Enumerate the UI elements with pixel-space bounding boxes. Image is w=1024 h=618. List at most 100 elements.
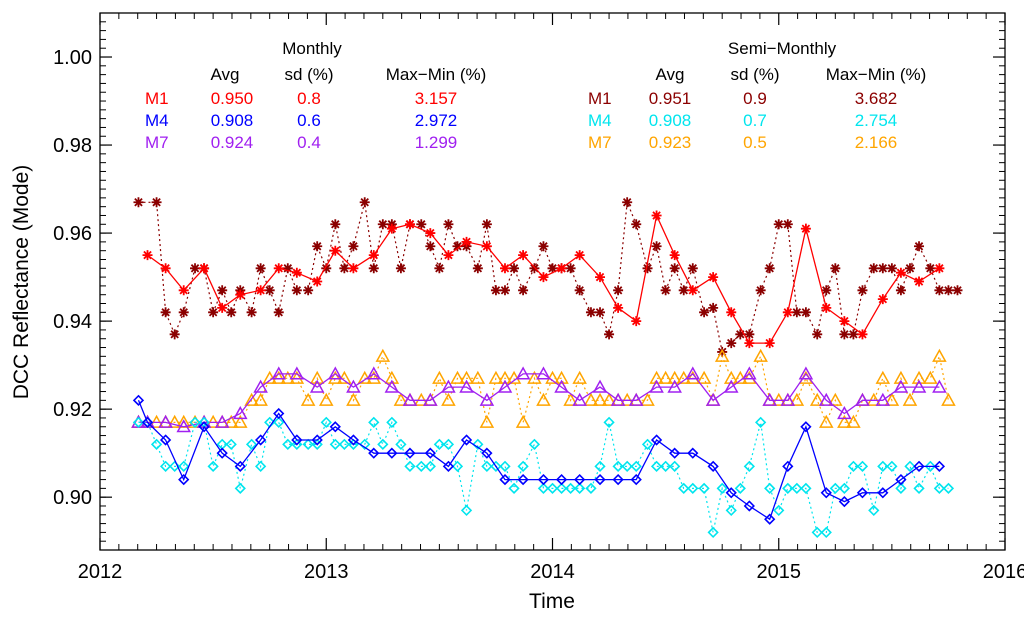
data-point xyxy=(366,366,382,380)
data-point xyxy=(546,482,559,495)
data-point xyxy=(856,487,869,499)
data-point xyxy=(800,421,812,433)
data-point xyxy=(169,329,180,340)
data-point xyxy=(904,263,915,274)
data-point xyxy=(133,197,144,208)
data-point xyxy=(368,263,379,274)
data-point xyxy=(812,329,823,340)
data-point xyxy=(347,438,360,450)
data-point xyxy=(838,495,850,508)
data-point xyxy=(404,460,416,473)
data-point xyxy=(481,460,493,473)
data-point xyxy=(574,285,585,296)
data-point xyxy=(312,241,323,252)
data-point xyxy=(572,370,587,384)
data-point xyxy=(753,348,768,362)
data-point xyxy=(499,285,510,296)
data-point xyxy=(366,370,382,384)
legend-monthly-m1-maxmin: 3.157 xyxy=(415,89,458,108)
data-point xyxy=(472,263,483,274)
data-point xyxy=(518,285,529,296)
y-tick-label: 0.94 xyxy=(53,311,92,333)
data-point xyxy=(190,263,201,274)
data-point xyxy=(782,482,794,495)
y-tick-label: 0.90 xyxy=(53,487,92,509)
data-point xyxy=(198,421,210,433)
data-point xyxy=(160,263,171,274)
data-point xyxy=(707,526,719,539)
data-point xyxy=(685,366,701,380)
data-point xyxy=(499,460,511,473)
data-point xyxy=(443,250,454,261)
data-point xyxy=(764,513,776,525)
data-point xyxy=(481,447,493,459)
data-point xyxy=(207,460,219,473)
data-point xyxy=(497,370,513,384)
data-point xyxy=(386,447,398,459)
data-point xyxy=(424,460,436,473)
data-point xyxy=(178,285,189,296)
data-point xyxy=(415,460,427,473)
data-point xyxy=(848,329,859,340)
data-point xyxy=(585,307,596,318)
legend-monthly-head-avg: Avg xyxy=(211,65,240,84)
data-point xyxy=(592,379,608,393)
data-point xyxy=(875,392,891,406)
y-tick-label: 0.96 xyxy=(53,223,92,245)
data-point xyxy=(432,370,447,384)
data-point xyxy=(594,460,606,473)
data-point xyxy=(875,370,891,384)
data-point xyxy=(798,366,814,380)
data-point xyxy=(837,406,852,420)
data-point xyxy=(585,482,597,495)
data-point xyxy=(744,329,755,340)
data-point xyxy=(837,414,852,428)
data-point xyxy=(735,329,746,340)
data-point xyxy=(425,241,436,252)
data-point xyxy=(743,460,755,473)
data-point xyxy=(895,285,906,296)
data-point xyxy=(828,392,843,406)
data-point xyxy=(518,250,529,261)
data-point xyxy=(150,438,163,450)
data-point xyxy=(346,392,361,406)
data-point xyxy=(555,482,568,495)
data-point xyxy=(321,263,332,274)
data-point xyxy=(255,460,267,473)
data-point xyxy=(311,438,323,450)
data-point xyxy=(537,482,550,495)
data-point xyxy=(572,392,587,406)
data-point xyxy=(309,379,325,393)
data-point xyxy=(846,414,861,428)
data-point xyxy=(565,263,576,274)
data-point xyxy=(158,414,173,428)
data-point xyxy=(282,438,294,450)
data-point xyxy=(934,263,945,274)
data-point xyxy=(651,241,662,252)
data-point xyxy=(877,460,889,473)
data-point xyxy=(667,370,682,384)
series-line xyxy=(137,400,940,521)
data-point xyxy=(226,307,237,318)
y-tick-label: 1.00 xyxy=(53,47,92,69)
data-point xyxy=(762,392,777,406)
data-point xyxy=(282,263,293,274)
data-point xyxy=(820,526,832,539)
data-point xyxy=(517,460,529,473)
data-point xyxy=(868,263,879,274)
data-point xyxy=(660,285,671,296)
data-point xyxy=(386,223,397,234)
data-point xyxy=(857,285,868,296)
data-point xyxy=(515,414,531,428)
data-point xyxy=(699,307,710,318)
data-point xyxy=(338,438,350,450)
data-point xyxy=(755,416,767,428)
data-point xyxy=(216,447,228,459)
data-point xyxy=(291,438,303,450)
data-point xyxy=(913,460,925,473)
legend-semi-m1-name: M1 xyxy=(588,89,612,108)
x-tick-label: 2012 xyxy=(78,561,123,583)
data-point xyxy=(347,434,360,446)
data-point xyxy=(911,370,927,384)
data-point xyxy=(348,263,359,274)
